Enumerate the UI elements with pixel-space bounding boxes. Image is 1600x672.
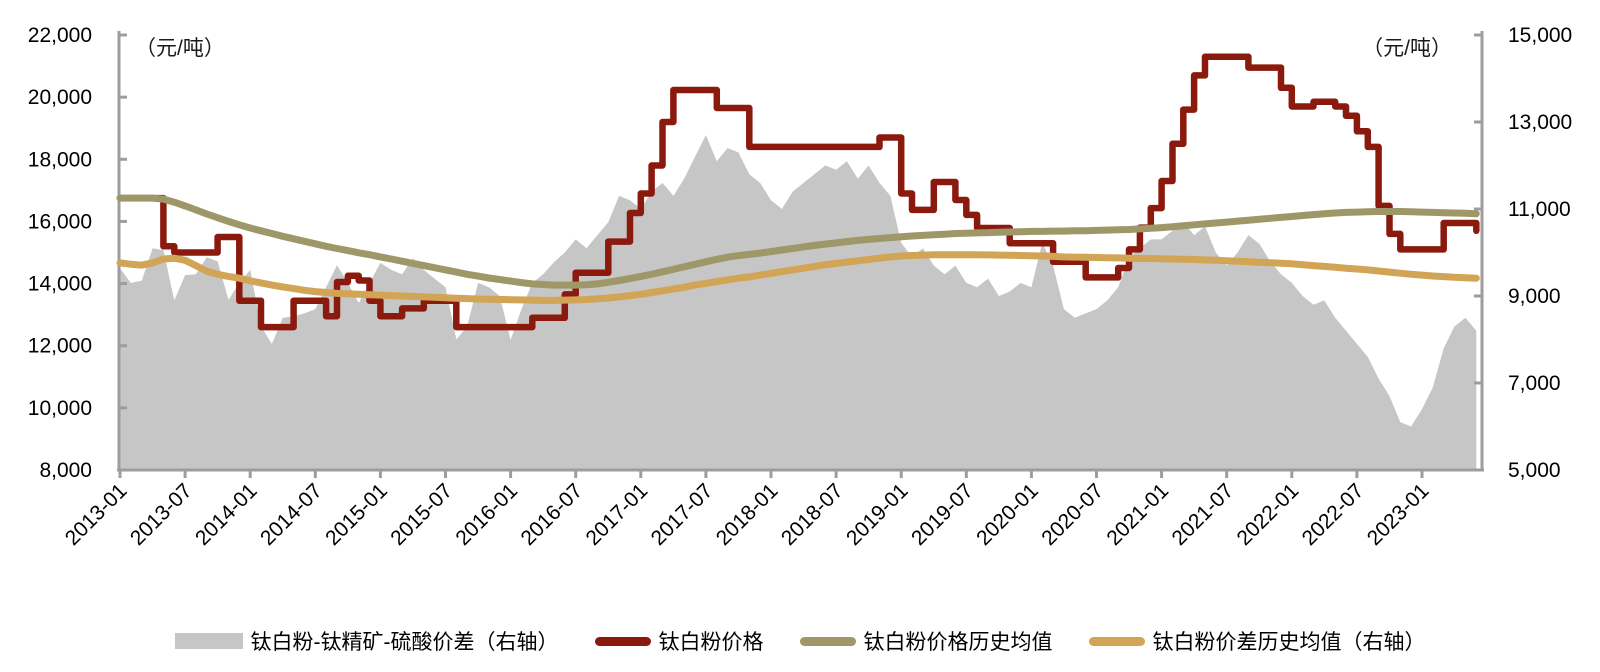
- x-axis-tick-label: 2023-01: [1363, 479, 1434, 550]
- x-axis-tick-label: 2015-07: [386, 479, 457, 550]
- left-axis-tick-label: 16,000: [28, 210, 92, 233]
- right-axis-unit-label: （元/吨）: [1362, 37, 1452, 60]
- right-axis-tick-label: 11,000: [1508, 198, 1571, 221]
- left-axis-tick-label: 10,000: [28, 397, 92, 420]
- x-axis-tick-label: 2016-01: [451, 479, 522, 550]
- right-axis-tick-label: 7,000: [1508, 372, 1561, 395]
- left-axis-tick-label: 22,000: [28, 24, 92, 47]
- x-axis-tick-label: 2014-01: [191, 479, 262, 550]
- spread-area-swatch: [174, 633, 243, 649]
- x-axis-tick-label: 2015-01: [321, 479, 392, 550]
- left-axis-tick-label: 20,000: [28, 86, 92, 109]
- x-axis-tick-label: 2013-07: [126, 479, 197, 550]
- legend-item-price-average: 钛白粉价格历史均值: [799, 626, 1053, 656]
- chart-legend: 钛白粉-钛精矿-硫酸价差（右轴） 钛白粉价格 钛白粉价格历史均值 钛白粉价差历史…: [0, 616, 1600, 666]
- left-axis-tick-label: 8,000: [39, 459, 92, 482]
- legend-item-price: 钛白粉价格: [594, 626, 764, 656]
- price-line-series: [116, 53, 1480, 331]
- left-axis-tick-label: 18,000: [28, 148, 92, 171]
- legend-label-spread: 钛白粉-钛精矿-硫酸价差（右轴）: [250, 631, 559, 654]
- x-axis-tick-label: 2018-07: [777, 479, 848, 550]
- left-axis-tick-label: 12,000: [28, 335, 92, 358]
- left-axis-unit-label: （元/吨）: [135, 37, 225, 60]
- spread-area-series: [120, 135, 1477, 470]
- price-average-line-series: [116, 194, 1480, 289]
- right-axis-tick-label: 13,000: [1508, 111, 1572, 134]
- x-axis-tick-label: 2016-07: [516, 479, 587, 550]
- right-axis-tick-label: 15,000: [1508, 24, 1572, 47]
- price-average-line-swatch: [799, 636, 856, 646]
- x-axis-tick-label: 2021-07: [1167, 479, 1238, 550]
- legend-label-price: 钛白粉价格: [658, 631, 764, 654]
- spread-average-line-swatch: [1088, 636, 1145, 646]
- x-axis-tick-label: 2022-01: [1233, 479, 1304, 550]
- x-axis-tick-label: 2014-07: [256, 479, 327, 550]
- x-axis-tick-label: 2020-01: [972, 479, 1043, 550]
- x-axis-tick-label: 2017-07: [647, 479, 718, 550]
- right-axis-tick-label: 5,000: [1508, 459, 1561, 482]
- legend-label-price-average: 钛白粉价格历史均值: [863, 631, 1053, 654]
- spread-average-line-series: [116, 251, 1480, 304]
- left-axis-tick-label: 14,000: [28, 273, 92, 296]
- legend-item-spread: 钛白粉-钛精矿-硫酸价差（右轴）: [174, 626, 559, 656]
- x-axis-tick-label: 2018-01: [712, 479, 783, 550]
- price-line-swatch: [594, 636, 651, 646]
- right-axis-tick-label: 9,000: [1508, 285, 1561, 308]
- x-axis-tick-label: 2022-07: [1298, 479, 1369, 550]
- x-axis-tick-label: 2019-01: [842, 479, 913, 550]
- x-axis-tick-label: 2017-01: [582, 479, 653, 550]
- legend-label-spread-average: 钛白粉价差历史均值（右轴）: [1152, 631, 1426, 654]
- x-axis-tick-label: 2021-01: [1102, 479, 1173, 550]
- x-axis-tick-label: 2013-01: [61, 479, 132, 550]
- x-axis-tick-label: 2020-07: [1037, 479, 1108, 550]
- legend-item-spread-average: 钛白粉价差历史均值（右轴）: [1088, 626, 1426, 656]
- x-axis-tick-label: 2019-07: [907, 479, 978, 550]
